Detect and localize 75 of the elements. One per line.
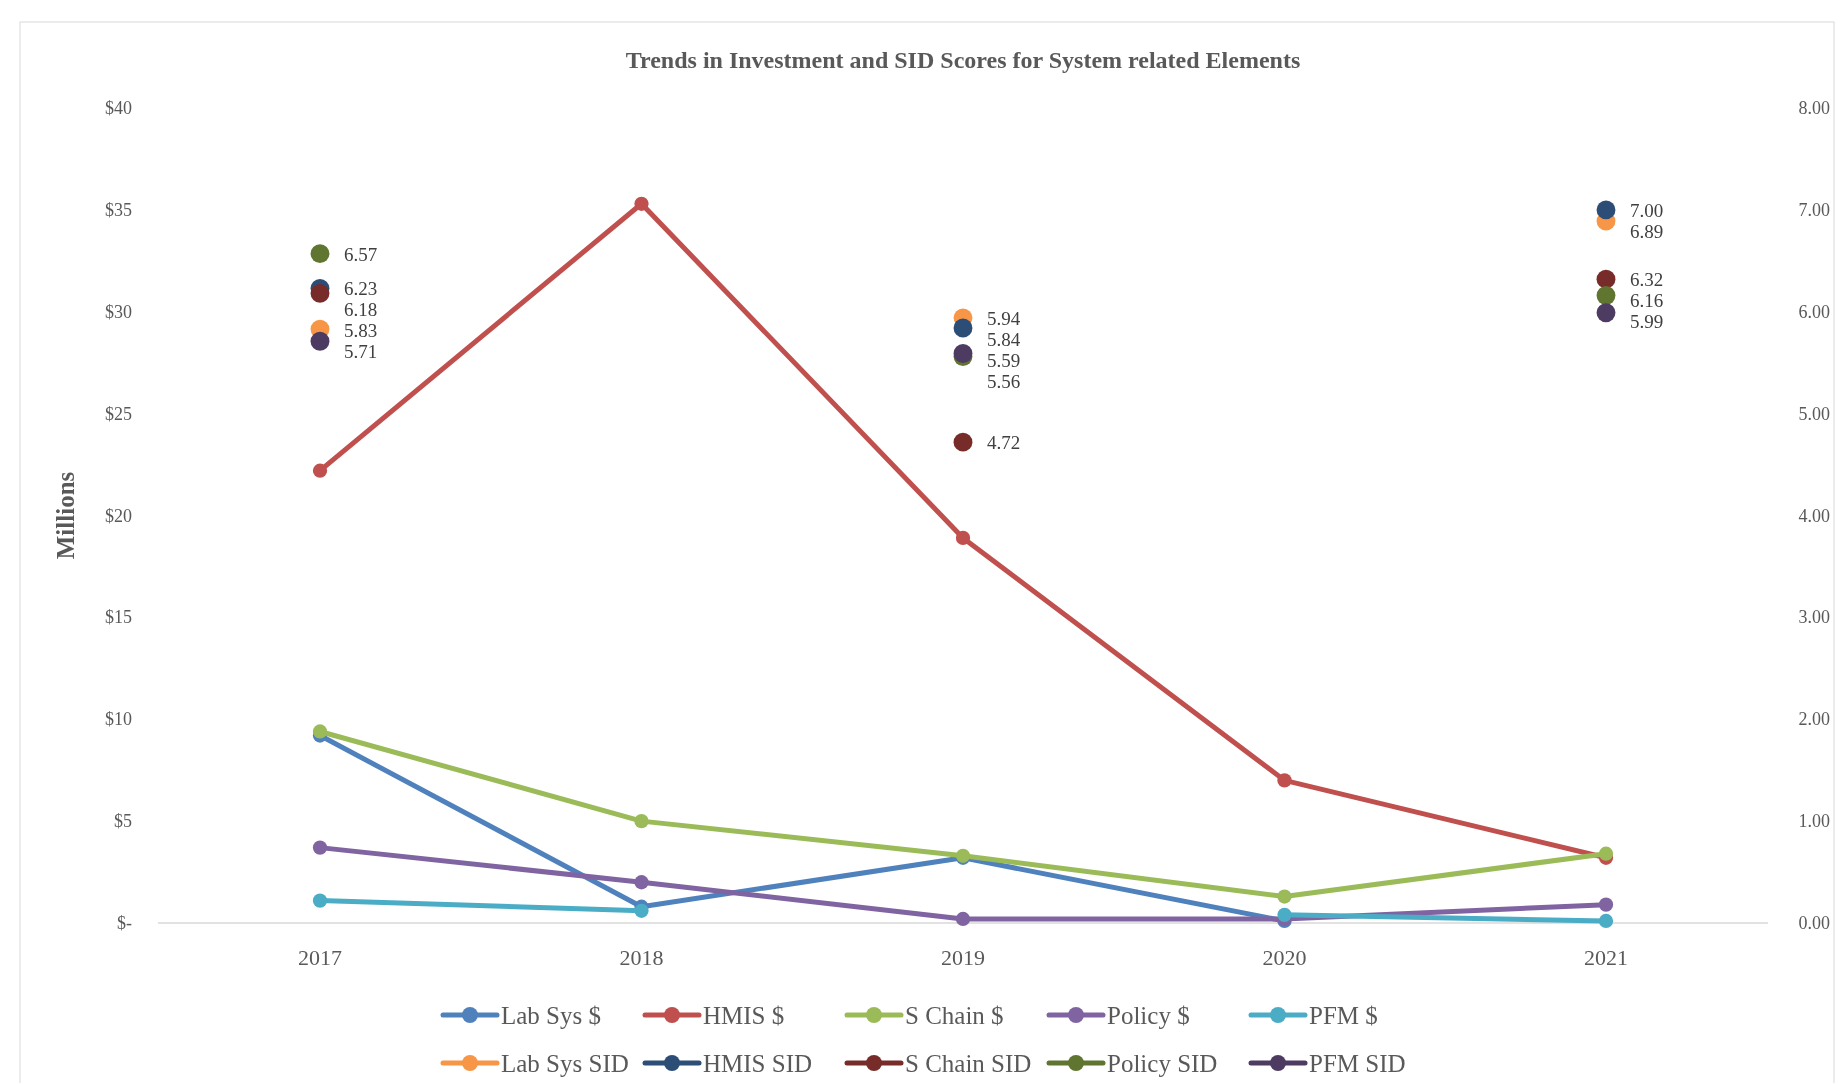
x-tick-label: 2020: [1262, 945, 1307, 970]
y-tick-label: $25: [105, 403, 132, 424]
point: [1277, 773, 1292, 788]
legend-label: Lab Sys SID: [501, 1050, 629, 1077]
point: [310, 244, 330, 264]
point: [1596, 269, 1616, 289]
data-label: 5.94: [987, 307, 1021, 329]
y-tick-label: $-: [117, 913, 132, 933]
point: [1598, 897, 1614, 912]
y-tick-label: $40: [105, 98, 132, 118]
y-tick-label: $35: [105, 199, 132, 220]
data-label: 6.23: [344, 278, 378, 300]
y-tick-label: $10: [105, 709, 132, 730]
legend-label: Policy SID: [1107, 1050, 1218, 1077]
point: [312, 893, 328, 908]
legend-label: HMIS SID: [703, 1050, 813, 1077]
x-tick-label: 2018: [619, 945, 664, 970]
data-label: 5.59: [987, 349, 1021, 371]
y2-tick-label: 8.00: [1798, 98, 1830, 118]
point: [955, 911, 971, 927]
point: [1596, 200, 1616, 220]
y-axis-title: Millions: [52, 471, 79, 560]
data-label: 5.56: [987, 370, 1021, 392]
legend-label: Policy $: [1107, 1002, 1190, 1029]
data-label: 5.99: [1630, 311, 1664, 333]
point: [953, 432, 973, 452]
point: [312, 840, 328, 855]
point: [634, 196, 649, 211]
data-label: 6.18: [344, 299, 378, 321]
legend-label: Lab Sys $: [501, 1002, 601, 1029]
point: [1277, 889, 1292, 904]
legend-label: HMIS $: [703, 1002, 785, 1029]
data-label: 6.16: [1630, 290, 1664, 312]
y2-tick-label: 6.00: [1798, 301, 1830, 322]
point: [953, 318, 973, 338]
y-tick-label: $5: [114, 811, 132, 832]
point: [1598, 913, 1614, 929]
legend-label: PFM $: [1309, 1002, 1378, 1029]
data-label: 5.84: [987, 328, 1021, 350]
data-label: 4.72: [987, 432, 1021, 454]
data-label: 7.00: [1630, 199, 1664, 221]
data-label: 6.89: [1630, 220, 1664, 242]
y2-tick-label: 0.00: [1798, 913, 1830, 933]
point: [1598, 846, 1614, 861]
x-tick-label: 2019: [941, 945, 985, 970]
point: [955, 530, 971, 546]
y2-tick-label: 1.00: [1798, 811, 1830, 832]
data-label: 6.32: [1630, 269, 1664, 291]
point: [1277, 907, 1292, 922]
point: [312, 724, 328, 739]
point: [1596, 286, 1616, 305]
y2-tick-label: 7.00: [1798, 199, 1830, 220]
data-label: 5.71: [344, 341, 378, 363]
data-label: 6.57: [344, 243, 378, 265]
y2-tick-label: 5.00: [1798, 403, 1830, 424]
y2-tick-label: 4.00: [1798, 505, 1830, 526]
point: [312, 463, 328, 478]
point: [310, 283, 330, 303]
legend-label: S Chain $: [905, 1002, 1004, 1029]
legend-label: S Chain SID: [905, 1050, 1032, 1077]
chart-title: Trends in Investment and SID Scores for System related Elements: [625, 47, 1301, 73]
x-tick-label: 2017: [298, 945, 342, 970]
point: [634, 875, 649, 890]
y-tick-label: $30: [105, 301, 132, 322]
point: [634, 814, 649, 829]
point: [634, 903, 649, 918]
point: [1596, 303, 1616, 323]
y2-tick-label: 2.00: [1798, 709, 1830, 730]
data-label: 5.83: [344, 320, 378, 342]
y-tick-label: $15: [105, 607, 132, 628]
y2-tick-label: 3.00: [1798, 607, 1830, 628]
legend-label: PFM SID: [1309, 1050, 1406, 1077]
y-tick-label: $20: [105, 505, 132, 526]
point: [310, 331, 330, 351]
x-tick-label: 2021: [1584, 945, 1628, 970]
